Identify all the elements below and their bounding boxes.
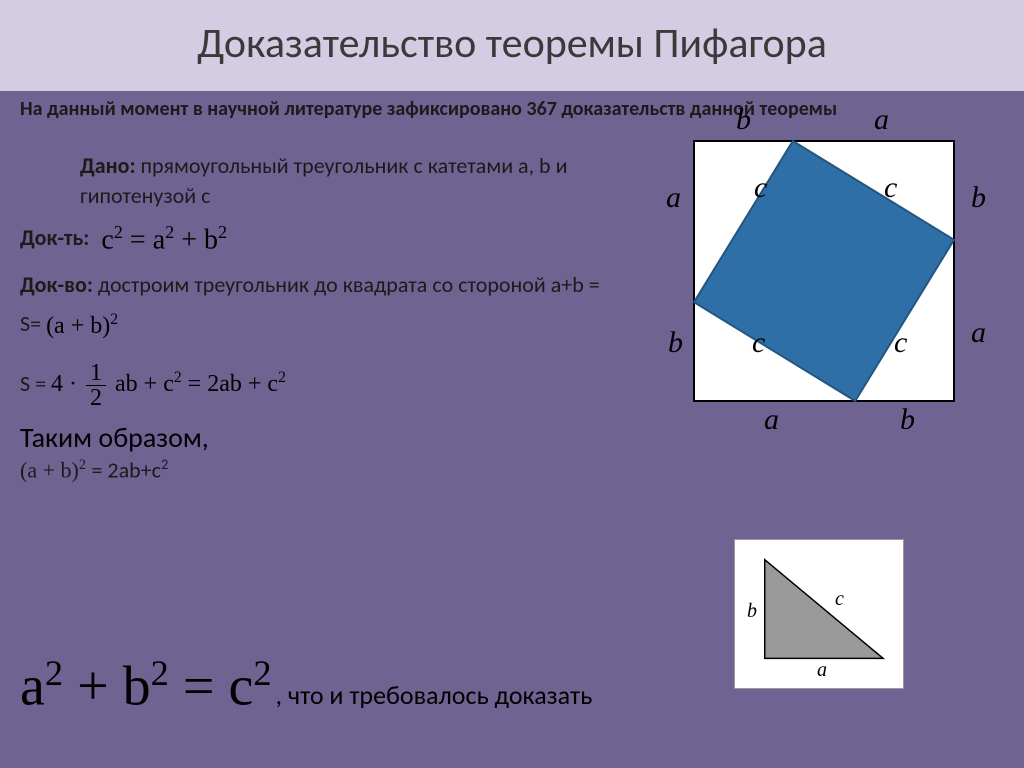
given-body: прямоугольный треугольник с катетами a, …: [80, 152, 567, 209]
slide-title: Доказательство теоремы Пифагора: [0, 18, 1024, 69]
lbl-bot-left: a: [764, 403, 779, 437]
lbl-bot-right: b: [900, 403, 915, 437]
expand-block: (a + b)2 = 2ab+c2: [20, 455, 610, 485]
s1-block: S= (a + b)2: [20, 309, 610, 342]
slide: Доказательство теоремы Пифагора На данны…: [0, 0, 1024, 768]
proof-block: Док-во: достроим треугольник до квадрата…: [20, 270, 610, 300]
lbl-right-top: b: [971, 181, 986, 215]
square-diagram: b a b a a b a b c c c c: [664, 111, 984, 431]
lbl-c3: c: [894, 326, 907, 360]
prove-formula: c2 = a2 + b2: [94, 220, 227, 259]
tri-lbl-b: b: [747, 600, 757, 623]
title-bar: Доказательство теоремы Пифагора: [0, 0, 1024, 91]
s1-formula: (a + b)2: [46, 309, 118, 342]
fraction-half: 1 2: [86, 361, 106, 410]
lbl-right-bot: a: [971, 316, 986, 350]
final-formula: a2 + b2 = c2: [20, 652, 272, 719]
qed-text: , что и требовалось доказать: [276, 679, 593, 711]
lbl-c2: c: [884, 171, 897, 205]
s-eq-label: S=: [20, 310, 41, 337]
given-label: Дано:: [80, 152, 136, 179]
tri-lbl-c: c: [835, 588, 844, 611]
lbl-c1: c: [754, 171, 767, 205]
triangle-shape: [765, 560, 883, 659]
s2-block: S = 4 · 1 2 ab + c2 = 2ab + c2: [20, 361, 610, 410]
proof-label: Док-во:: [20, 271, 93, 298]
left-column: Дано: прямоугольный треугольник с катета…: [20, 151, 610, 495]
prove-label: Док-ть:: [20, 224, 89, 251]
lbl-c4: c: [752, 326, 765, 360]
prove-block: Док-ть: c2 = a2 + b2: [20, 220, 610, 259]
s2-formula: 4 · 1 2 ab + c2 = 2ab + c2: [51, 361, 286, 410]
content-area: На данный момент в научной литературе за…: [0, 91, 1024, 759]
final-row: a2 + b2 = c2 , что и требовалось доказат…: [20, 652, 980, 719]
lbl-left-bot: b: [668, 326, 683, 360]
lbl-top-right: a: [874, 103, 889, 137]
given-block: Дано: прямоугольный треугольник с катета…: [20, 151, 610, 210]
square-svg: [664, 111, 984, 431]
s-eq2-label: S =: [20, 369, 46, 396]
proof-body: достроим треугольник до квадрата со стор…: [93, 271, 600, 298]
lbl-left-top: a: [666, 181, 681, 215]
lbl-top-left: b: [736, 103, 751, 137]
therefore-text: Таким образом,: [20, 420, 610, 455]
